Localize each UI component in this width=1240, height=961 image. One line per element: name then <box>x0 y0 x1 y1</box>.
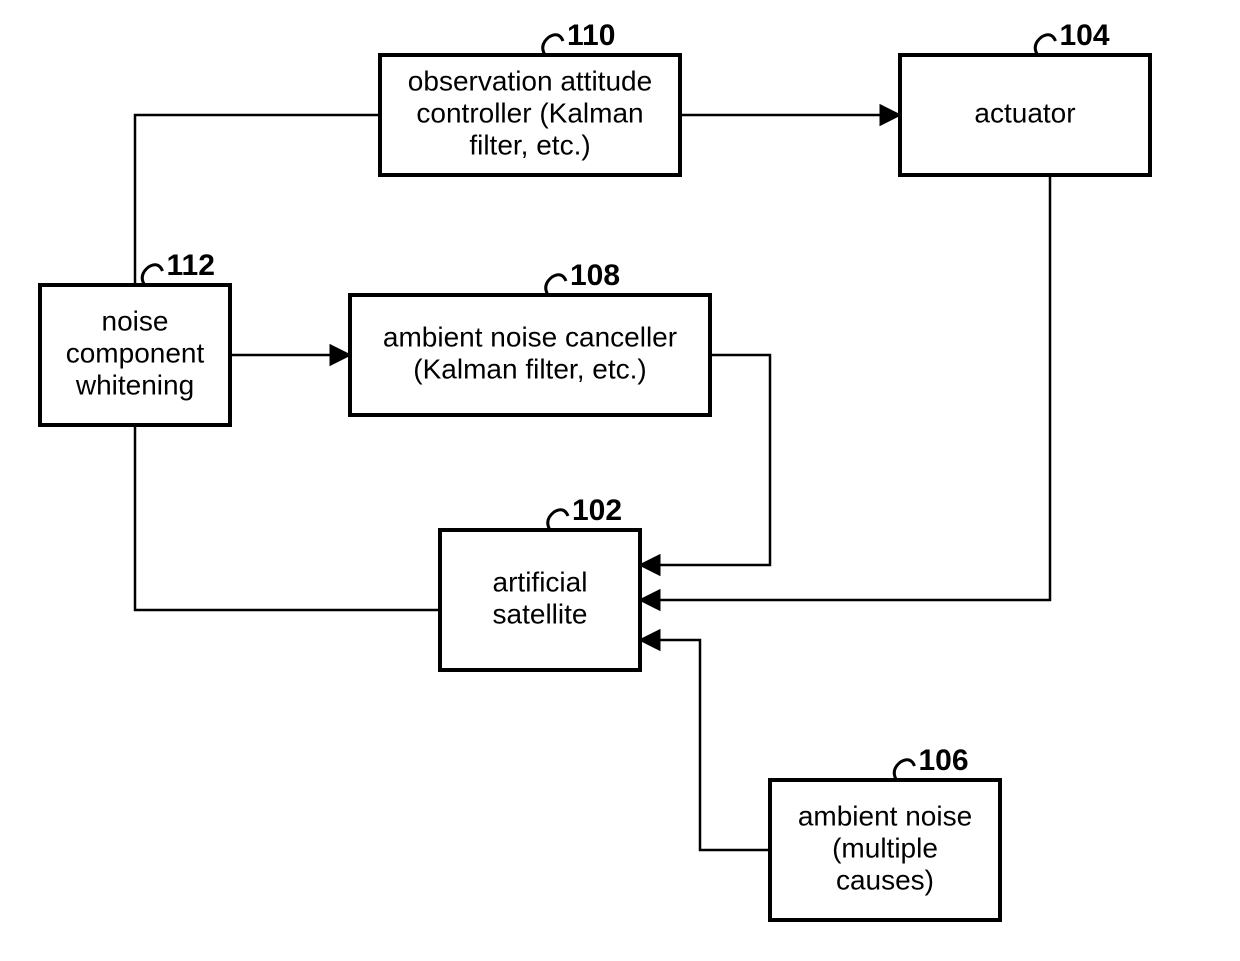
edge-n106-n102 <box>640 640 770 850</box>
node-n104: actuator 104 <box>900 19 1150 175</box>
node-label: ambient noise canceller <box>383 321 677 352</box>
node-n106: ambient noise(multiplecauses) 106 <box>770 744 1000 920</box>
node-label: (Kalman filter, etc.) <box>413 353 646 384</box>
ref-hook <box>548 510 568 530</box>
node-n110: observation attitudecontroller (Kalmanfi… <box>380 19 680 175</box>
node-label: causes) <box>836 864 934 895</box>
node-label: observation attitude <box>408 65 652 96</box>
node-label: (multiple <box>832 832 938 863</box>
node-label: artificial <box>493 566 588 597</box>
ref-hook <box>543 35 563 55</box>
node-label: noise <box>102 305 169 336</box>
ref-hook <box>546 275 566 295</box>
ref-label: 110 <box>567 19 615 52</box>
node-label: component <box>66 337 205 368</box>
edge-n102-n112 <box>135 425 440 610</box>
node-label: filter, etc.) <box>469 129 590 160</box>
node-n102: artificialsatellite 102 <box>440 494 640 670</box>
ref-label: 106 <box>919 744 969 777</box>
ref-label: 112 <box>167 249 215 282</box>
node-n108: ambient noise canceller(Kalman filter, e… <box>350 259 710 415</box>
ref-label: 104 <box>1060 19 1110 52</box>
node-label: satellite <box>493 598 588 629</box>
ref-hook <box>142 265 162 285</box>
ref-label: 108 <box>570 259 620 292</box>
ref-hook <box>894 760 914 780</box>
ref-hook <box>1035 35 1055 55</box>
node-label: actuator <box>974 97 1075 128</box>
ref-label: 102 <box>572 494 622 527</box>
node-label: whitening <box>75 369 194 400</box>
node-label: ambient noise <box>798 800 972 831</box>
node-label: controller (Kalman <box>416 97 643 128</box>
